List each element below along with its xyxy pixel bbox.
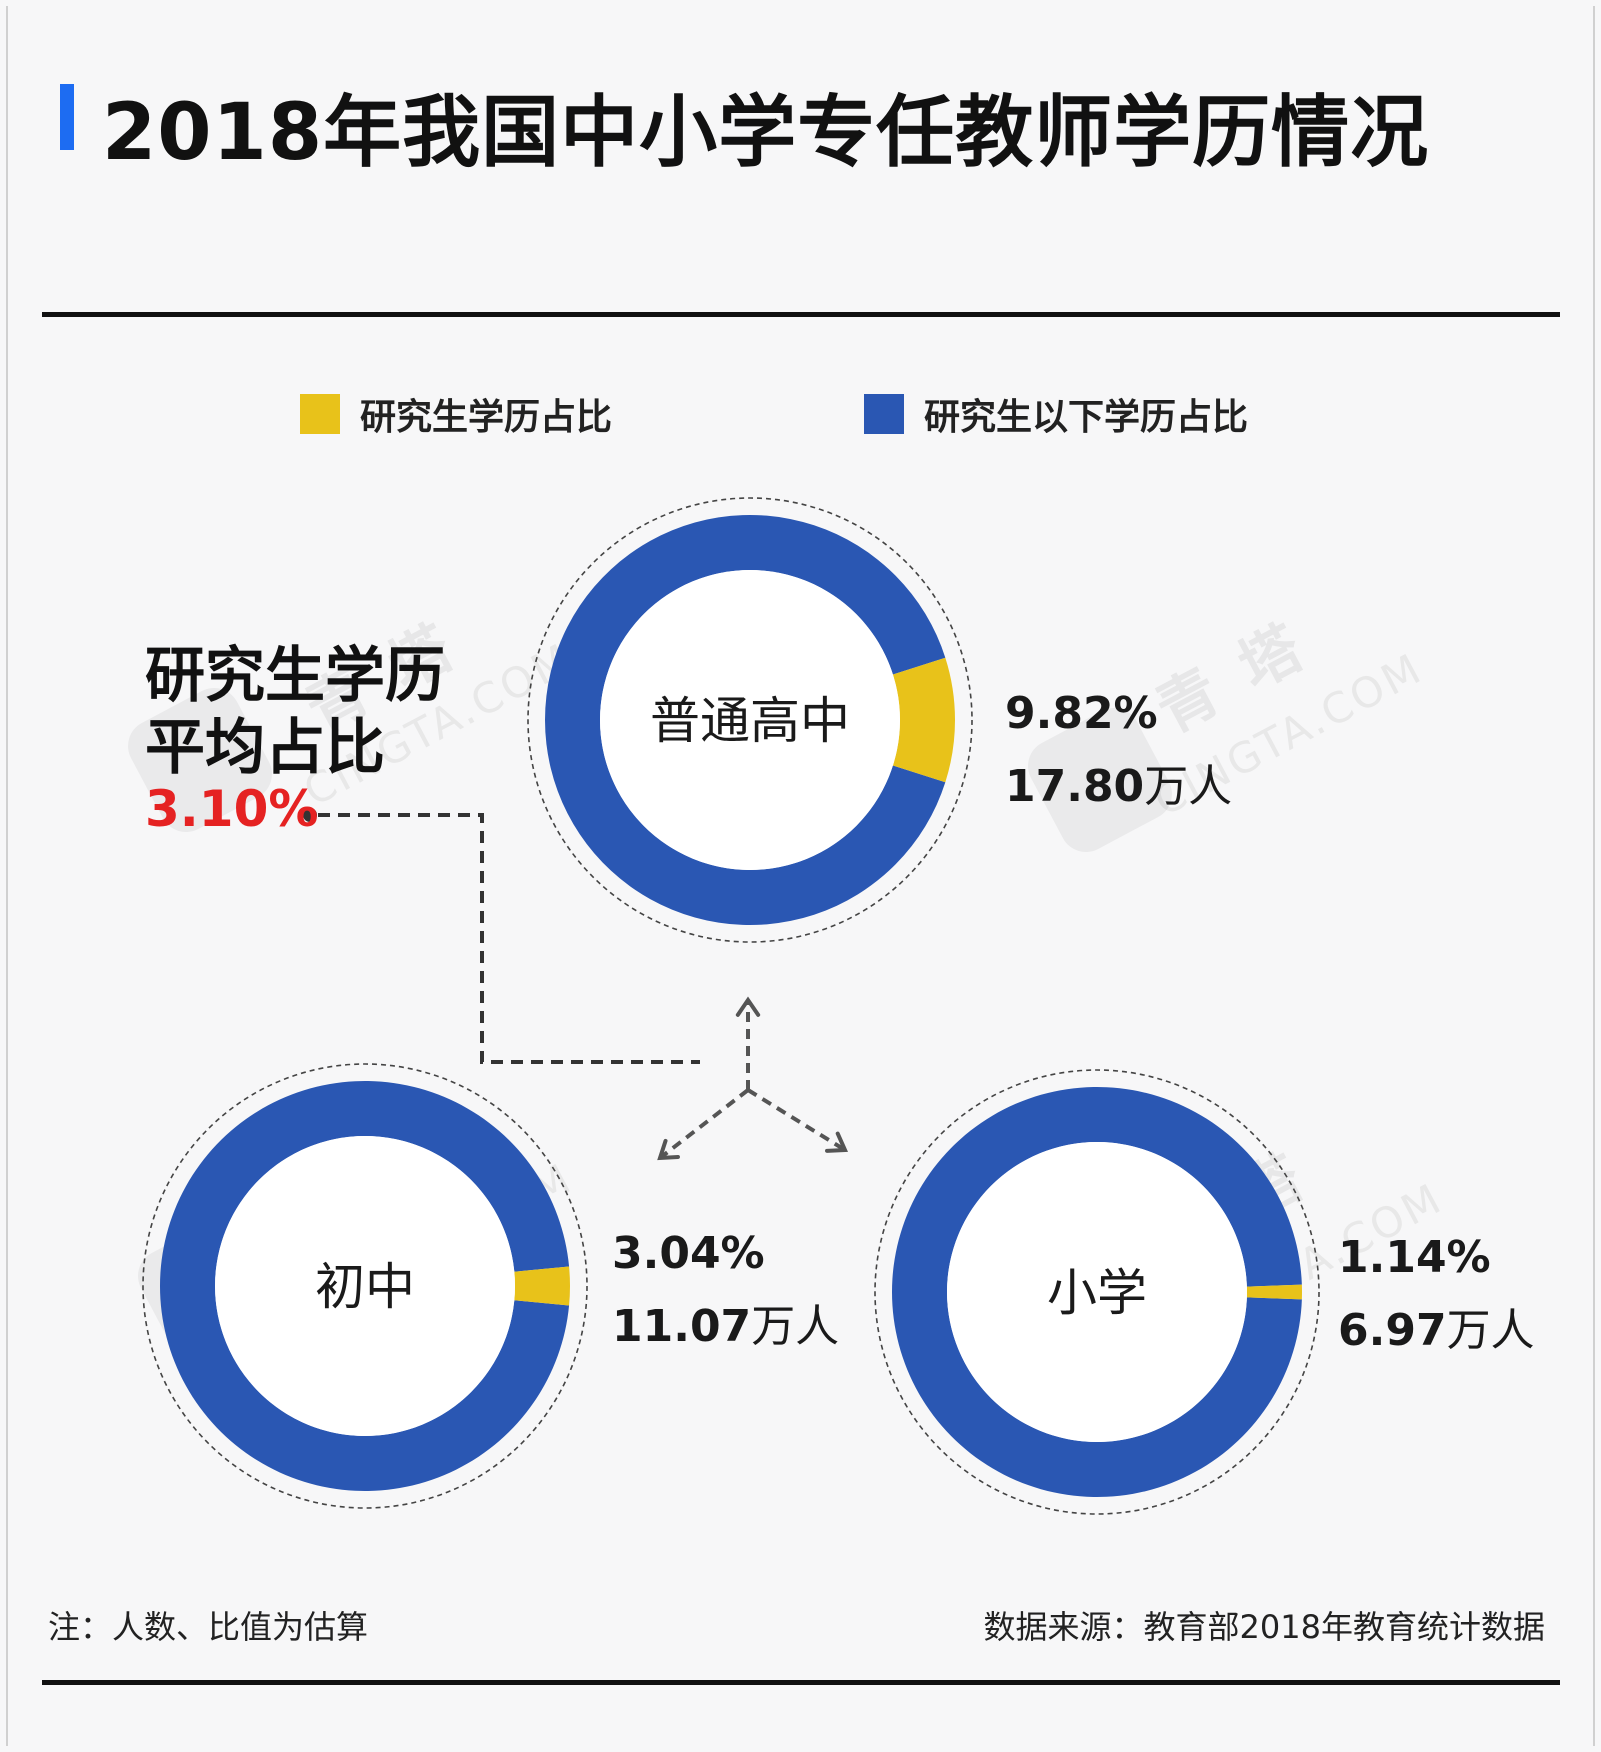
- average-label-line1: 研究生学历: [145, 641, 445, 711]
- legend-item-graduate: 研究生学历占比: [300, 388, 612, 440]
- legend-label-other: 研究生以下学历占比: [924, 397, 1249, 438]
- count-unit: 万人: [751, 1301, 840, 1352]
- donut-center-label-senior-high: 普通高中: [650, 692, 850, 750]
- donut-hole-primary: [947, 1142, 1247, 1442]
- count-number: 6.97: [1338, 1305, 1447, 1356]
- arrow-down-left: [658, 1088, 750, 1160]
- donut-outline-primary: [874, 1069, 1320, 1515]
- canvas-border: [6, 6, 1595, 1746]
- slice-graduate-junior-high: [514, 1266, 570, 1306]
- arrow-down-right: [746, 1088, 847, 1152]
- average-connector-dot: [303, 808, 317, 822]
- page-title: 2018年我国中小学专任教师学历情况: [102, 88, 1430, 178]
- average-value: 3.10%: [145, 780, 319, 838]
- donut-center-label-primary: 小学: [1047, 1264, 1147, 1322]
- slice-graduate-senior-high: [892, 657, 956, 783]
- count-unit: 万人: [1446, 1305, 1535, 1356]
- bottom-divider: [42, 1680, 1560, 1685]
- arrow-down-left-head: [657, 1138, 680, 1161]
- donut-hole-junior-high: [215, 1136, 515, 1436]
- data-label-pct-senior-high: 9.82%: [1005, 688, 1158, 739]
- arrow-up-head: [735, 996, 761, 1017]
- legend-swatch-other: [864, 394, 904, 434]
- title-accent-bar: [60, 84, 74, 150]
- average-label-line2: 平均占比: [145, 713, 385, 783]
- average-label: 研究生学历 平均占比: [145, 640, 445, 784]
- slice-graduate-primary: [1246, 1284, 1302, 1300]
- footnote: 注：人数、比值为估算: [48, 1608, 369, 1646]
- donut-outline-senior-high: [527, 497, 973, 943]
- donut-outline-junior-high: [142, 1063, 588, 1509]
- data-label-count-primary: 6.97万人: [1338, 1294, 1535, 1358]
- data-source: 数据来源：教育部2018年教育统计数据: [983, 1608, 1545, 1646]
- data-label-count-senior-high: 17.80万人: [1005, 750, 1232, 814]
- legend-swatch-graduate: [300, 394, 340, 434]
- donut-center-label-junior-high: 初中: [315, 1258, 415, 1316]
- legend-item-other: 研究生以下学历占比: [864, 388, 1248, 440]
- arrow-down-right-head: [825, 1131, 849, 1153]
- top-divider: [42, 312, 1560, 317]
- count-number: 11.07: [612, 1301, 752, 1352]
- count-number: 17.80: [1005, 761, 1145, 812]
- average-connector-line: [318, 813, 700, 1064]
- data-label-pct-junior-high: 3.04%: [612, 1228, 765, 1279]
- data-label-count-junior-high: 11.07万人: [612, 1290, 839, 1354]
- donut-hole-senior-high: [600, 570, 900, 870]
- count-unit: 万人: [1144, 761, 1233, 812]
- legend-label-graduate: 研究生学历占比: [360, 397, 613, 438]
- data-label-pct-primary: 1.14%: [1338, 1232, 1491, 1283]
